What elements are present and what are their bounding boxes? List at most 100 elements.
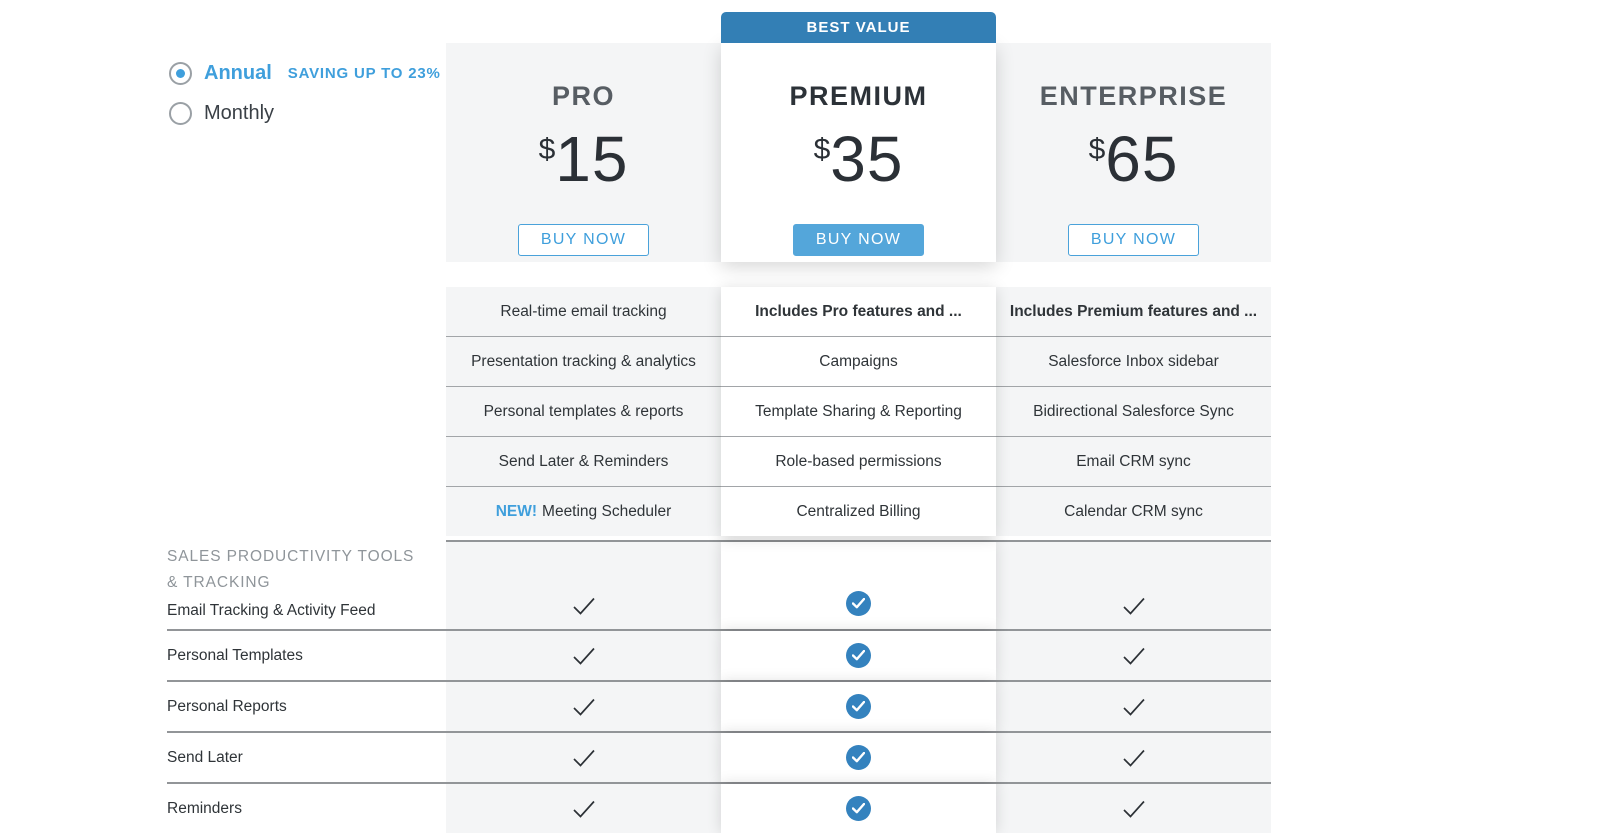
new-feature-badge: NEW! — [495, 503, 538, 520]
radio-dot-icon — [176, 69, 185, 78]
plan-features-table: Real-time email tracking Presentation tra… — [446, 287, 1277, 536]
plan-feature-item: Includes Premium features and ... — [996, 287, 1271, 336]
plan-price: $65 — [996, 118, 1271, 209]
feature-row-label: Send Later — [167, 748, 243, 766]
feature-row-label: Reminders — [167, 799, 242, 817]
premium-check-cell — [721, 631, 996, 680]
feature-row-label: Personal Reports — [167, 697, 287, 715]
check-icon — [1122, 749, 1145, 767]
plan-cards: PRO $15 BUY NOW BEST VALUE PREMIUM $35 B… — [446, 12, 1271, 262]
check-icon — [572, 647, 595, 665]
feature-text: Send Later & Reminders — [498, 453, 669, 470]
table-row: Personal Templates — [167, 629, 1271, 680]
feature-row-label-cell: Personal Reports — [167, 682, 446, 731]
section-heading: SALES PRODUCTIVITY TOOLS & TRACKING — [167, 548, 415, 591]
comparison-table: SALES PRODUCTIVITY TOOLS & TRACKING Emai… — [167, 540, 1271, 833]
comparison-rows: SALES PRODUCTIVITY TOOLS & TRACKING Emai… — [167, 542, 1271, 833]
feature-text: Includes Pro features and ... — [755, 303, 962, 320]
feature-text: Campaigns — [819, 353, 898, 370]
pro-check-cell — [446, 784, 721, 833]
check-icon — [572, 749, 595, 767]
buy-now-button-pro[interactable]: BUY NOW — [518, 224, 649, 256]
price-value: 65 — [1105, 123, 1179, 195]
plan-feature-item: Calendar CRM sync — [996, 486, 1271, 536]
feature-column-enterprise: Includes Premium features and ... Salesfo… — [996, 287, 1271, 536]
premium-check-cell — [721, 682, 996, 731]
pro-check-cell — [446, 733, 721, 782]
plan-feature-item: Real-time email tracking — [446, 287, 721, 336]
plan-card-pro: PRO $15 BUY NOW — [446, 43, 721, 262]
plans-header-section: Annual SAVING UP TO 23% Monthly PRO $15 … — [167, 0, 1277, 262]
premium-check-cell — [721, 784, 996, 833]
check-icon — [1122, 698, 1145, 716]
feature-text: Real-time email tracking — [500, 303, 667, 320]
check-icon — [1122, 597, 1145, 615]
plan-price: $35 — [721, 118, 996, 209]
plan-feature-item: Campaigns — [721, 336, 996, 386]
check-icon — [572, 698, 595, 716]
feature-text: Meeting Scheduler — [542, 503, 672, 520]
buy-now-button-premium[interactable]: BUY NOW — [793, 224, 924, 256]
billing-option-monthly[interactable]: Monthly — [169, 102, 441, 125]
plan-feature-item: Presentation tracking & analytics — [446, 336, 721, 386]
enterprise-check-cell — [996, 682, 1271, 731]
feature-row-label-cell: Personal Templates — [167, 631, 446, 680]
feature-text: Includes Premium features and ... — [1009, 303, 1258, 320]
price-value: 35 — [830, 123, 904, 195]
pro-check-cell — [446, 542, 721, 629]
feature-column-pro: Real-time email tracking Presentation tra… — [446, 287, 721, 536]
table-top-border — [446, 540, 1271, 542]
buy-now-button-enterprise[interactable]: BUY NOW — [1068, 224, 1199, 256]
pro-check-cell — [446, 631, 721, 680]
table-row: Personal Reports — [167, 680, 1271, 731]
check-circle-icon — [846, 745, 871, 770]
currency-symbol: $ — [538, 133, 556, 166]
check-circle-icon — [846, 643, 871, 668]
check-icon — [1122, 800, 1145, 818]
check-circle-icon — [846, 591, 871, 616]
billing-toggle: Annual SAVING UP TO 23% Monthly — [169, 62, 441, 142]
table-row: Send Later — [167, 731, 1271, 782]
plan-card-enterprise: ENTERPRISE $65 BUY NOW — [996, 43, 1271, 262]
radio-selected-icon[interactable] — [169, 62, 192, 85]
pricing-page: Annual SAVING UP TO 23% Monthly PRO $15 … — [167, 0, 1277, 833]
enterprise-check-cell — [996, 631, 1271, 680]
radio-unselected-icon[interactable] — [169, 102, 192, 125]
plan-name: ENTERPRISE — [1039, 81, 1228, 111]
price-value: 15 — [555, 123, 629, 195]
billing-option-annual[interactable]: Annual SAVING UP TO 23% — [169, 62, 441, 85]
check-icon — [572, 800, 595, 818]
plan-feature-item: Bidirectional Salesforce Sync — [996, 386, 1271, 436]
feature-text: Calendar CRM sync — [1064, 503, 1203, 520]
plan-name: PRO — [551, 81, 615, 111]
plan-card-premium: BEST VALUE PREMIUM $35 BUY NOW — [721, 12, 996, 262]
check-icon — [1122, 647, 1145, 665]
feature-text: Personal templates & reports — [483, 403, 684, 420]
billing-monthly-label: Monthly — [204, 102, 275, 124]
feature-text: Centralized Billing — [796, 503, 921, 520]
table-row: SALES PRODUCTIVITY TOOLS & TRACKING Emai… — [167, 542, 1271, 629]
feature-text: Email CRM sync — [1076, 453, 1191, 470]
feature-text: Template Sharing & Reporting — [755, 403, 962, 420]
plan-feature-item: Centralized Billing — [721, 486, 996, 536]
billing-annual-label: Annual — [204, 62, 272, 84]
feature-text: Salesforce Inbox sidebar — [1048, 353, 1219, 370]
feature-row-label-cell: SALES PRODUCTIVITY TOOLS & TRACKING Emai… — [167, 542, 446, 629]
enterprise-check-cell — [996, 542, 1271, 629]
plan-feature-item: Salesforce Inbox sidebar — [996, 336, 1271, 386]
feature-column-premium: Includes Pro features and ... Campaigns Te… — [721, 287, 996, 536]
plan-feature-item: Send Later & Reminders — [446, 436, 721, 486]
plan-feature-item: Role-based permissions — [721, 436, 996, 486]
feature-row-label: Personal Templates — [167, 646, 303, 664]
feature-text: Presentation tracking & analytics — [471, 353, 696, 370]
plan-feature-item: Includes Pro features and ... — [721, 287, 996, 336]
best-value-badge: BEST VALUE — [721, 12, 996, 43]
enterprise-check-cell — [996, 733, 1271, 782]
plan-feature-item: Template Sharing & Reporting — [721, 386, 996, 436]
plan-feature-item: Personal templates & reports — [446, 386, 721, 436]
feature-row-label-cell: Reminders — [167, 784, 446, 833]
enterprise-check-cell — [996, 784, 1271, 833]
check-circle-icon — [846, 694, 871, 719]
feature-row-label-cell: Send Later — [167, 733, 446, 782]
savings-badge: SAVING UP TO 23% — [287, 65, 441, 82]
